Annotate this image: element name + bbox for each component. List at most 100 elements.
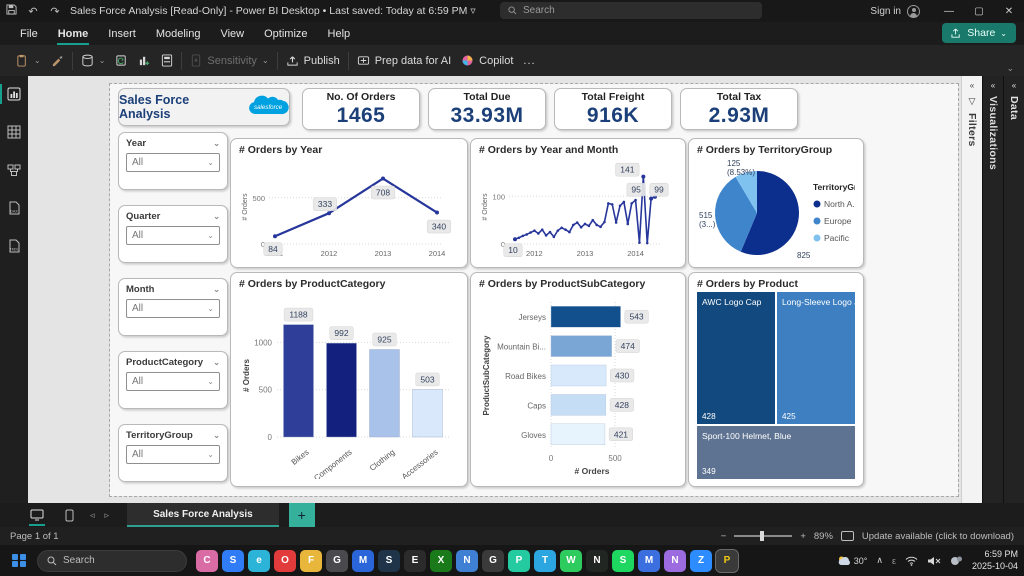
copilot-icon[interactable]: C <box>196 549 218 572</box>
zoom-out-button[interactable]: − <box>720 530 727 542</box>
publish-button[interactable]: Publish <box>286 54 340 67</box>
menu-item-file[interactable]: File <box>20 27 38 40</box>
slicer-dropdown[interactable]: All ⌄ <box>126 299 220 318</box>
close-button[interactable]: ✕ <box>1004 5 1014 17</box>
slicer-year[interactable]: Year ⌄ All ⌄ <box>118 132 228 190</box>
menu-item-view[interactable]: View <box>220 27 245 40</box>
edge-icon[interactable]: e <box>248 549 270 572</box>
hidden-icons-chevron[interactable]: ∧ <box>876 555 883 565</box>
slicer-dropdown[interactable]: All ⌄ <box>126 153 220 172</box>
copilot-button[interactable]: Copilot <box>461 54 513 67</box>
page-tab-sales-force-analysis[interactable]: Sales Force Analysis <box>127 503 279 527</box>
chart-orders-by-year-month[interactable]: # Orders by Year and Month 0 100 # Orders 2… <box>470 138 686 268</box>
save-icon[interactable] <box>0 4 22 18</box>
expand-filters-icon[interactable]: « <box>969 81 975 90</box>
kpi-card-no-of-orders[interactable]: No. Of Orders 1465 <box>302 88 420 130</box>
opera-icon[interactable]: O <box>274 549 296 572</box>
menu-item-modeling[interactable]: Modeling <box>155 27 201 40</box>
slicer-month[interactable]: Month ⌄ All ⌄ <box>118 278 228 336</box>
undo-icon[interactable]: ↶ <box>28 5 38 18</box>
zoom-in-button[interactable]: + <box>800 530 806 542</box>
notion-like-icon[interactable]: N <box>664 549 686 572</box>
data-panel-collapsed[interactable]: « Data <box>1003 76 1024 503</box>
start-button[interactable] <box>6 548 32 574</box>
slicer-dropdown[interactable]: All ⌄ <box>126 372 220 391</box>
power-bi-icon[interactable]: P <box>715 548 739 573</box>
report-title-card[interactable]: Sales Force Analysis salesforce <box>118 88 290 126</box>
file-explorer-icon[interactable]: F <box>300 549 322 572</box>
slicer-dropdown[interactable]: All ⌄ <box>126 226 220 245</box>
expand-visualizations-icon[interactable]: « <box>990 81 996 90</box>
volume-muted-icon[interactable] <box>927 556 941 566</box>
steam-icon[interactable]: S <box>378 549 400 572</box>
update-available-link[interactable]: Update available (click to download) <box>861 530 1014 542</box>
kpi-card-total-tax[interactable]: Total Tax 2.93M <box>680 88 798 130</box>
malwarebytes-icon[interactable]: M <box>638 549 660 572</box>
visualizations-panel-collapsed[interactable]: « Visualizations <box>982 76 1003 503</box>
chart-orders-by-product[interactable]: # Orders by Product AWC Logo Cap 428 Long-… <box>688 272 866 487</box>
slicer-productcategory[interactable]: ProductCategory ⌄ All ⌄ <box>118 351 228 409</box>
table-view-button[interactable] <box>0 120 28 144</box>
expand-data-icon[interactable]: « <box>1011 81 1017 90</box>
menu-item-home[interactable]: Home <box>48 25 99 45</box>
fit-to-page-icon[interactable] <box>840 531 854 541</box>
more-commands-button[interactable]: ... <box>523 54 536 67</box>
collapse-ribbon-icon[interactable]: ⌄ <box>1006 63 1014 73</box>
refresh-button[interactable] <box>115 54 128 67</box>
account-avatar[interactable] <box>907 4 920 18</box>
slicer-dropdown[interactable]: All ⌄ <box>126 445 220 464</box>
new-measure-button[interactable] <box>161 54 173 67</box>
sign-in-link[interactable]: Sign in <box>870 5 901 17</box>
kpi-card-total-freight[interactable]: Total Freight 916K <box>554 88 672 130</box>
zoom-like-icon[interactable]: Z <box>690 549 712 572</box>
maximize-button[interactable]: ▢ <box>974 5 984 17</box>
game-2-icon[interactable]: G <box>482 549 504 572</box>
desktop-layout-button[interactable] <box>26 505 48 526</box>
taskbar-search-input[interactable]: Search <box>37 549 187 572</box>
telegram-icon[interactable]: T <box>534 549 556 572</box>
notepad-icon[interactable]: N <box>456 549 478 572</box>
menu-item-help[interactable]: Help <box>327 27 351 40</box>
epic-games-icon[interactable]: E <box>404 549 426 572</box>
chart-orders-by-productcategory[interactable]: # Orders by ProductCategory 0 500 1000 # Or… <box>230 272 468 487</box>
report-page[interactable]: Sales Force Analysis salesforce No. Of O… <box>109 83 959 497</box>
slicer-territorygroup[interactable]: TerritoryGroup ⌄ All ⌄ <box>118 424 228 482</box>
zoom-slider[interactable] <box>734 531 793 541</box>
prev-page-icon[interactable]: ◃ <box>90 509 95 520</box>
spotify-icon[interactable]: S <box>612 549 634 572</box>
get-data-button[interactable]: ⌄ <box>81 54 105 67</box>
report-canvas[interactable]: Sales Force Analysis salesforce No. Of O… <box>28 76 961 503</box>
whatsapp-icon[interactable]: W <box>560 549 582 572</box>
dax-query-view-button[interactable]: DAX <box>0 196 28 220</box>
tray-app-icon[interactable] <box>950 555 963 566</box>
tray-misc-icon[interactable]: ε <box>891 555 896 566</box>
paste-button[interactable]: ⌄ <box>16 54 41 67</box>
minimize-button[interactable]: — <box>944 5 954 17</box>
pycharm-icon[interactable]: P <box>508 549 530 572</box>
filters-panel-collapsed[interactable]: « ▽ Filters <box>961 76 982 503</box>
report-view-button[interactable] <box>0 82 28 106</box>
new-page-button[interactable]: + <box>288 503 315 527</box>
new-visual-button[interactable] <box>138 54 151 67</box>
wifi-icon[interactable] <box>905 556 918 566</box>
next-page-icon[interactable]: ▹ <box>104 509 110 520</box>
nvidia-icon[interactable]: N <box>586 549 608 572</box>
game-launcher-icon[interactable]: G <box>326 549 348 572</box>
format-painter-button[interactable] <box>51 54 64 67</box>
clock[interactable]: 6:59 PM 2025-10-04 <box>971 549 1018 571</box>
weather-widget[interactable]: 30° <box>837 555 867 566</box>
slicer-quarter[interactable]: Quarter ⌄ All ⌄ <box>118 205 228 263</box>
xbox-icon[interactable]: X <box>430 549 452 572</box>
prep-data-for-ai-button[interactable]: Prep data for AI <box>357 54 451 67</box>
kpi-card-total-due[interactable]: Total Due 33.93M <box>428 88 546 130</box>
menu-item-optimize[interactable]: Optimize <box>264 27 308 40</box>
global-search-input[interactable]: Search <box>500 2 762 19</box>
mobile-layout-button[interactable] <box>58 505 80 525</box>
chart-orders-by-territorygroup[interactable]: # Orders by TerritoryGroup 825(56.31%)51… <box>688 138 864 269</box>
chart-orders-by-productsubcategory[interactable]: # Orders by ProductSubCategory 0 500 # Ord… <box>470 272 686 487</box>
media-app-icon[interactable]: M <box>352 549 374 572</box>
redo-icon[interactable]: ↷ <box>50 5 60 18</box>
tmdl-view-button[interactable]: TMDL <box>0 234 28 258</box>
share-button[interactable]: Share ⌄ <box>942 23 1016 43</box>
